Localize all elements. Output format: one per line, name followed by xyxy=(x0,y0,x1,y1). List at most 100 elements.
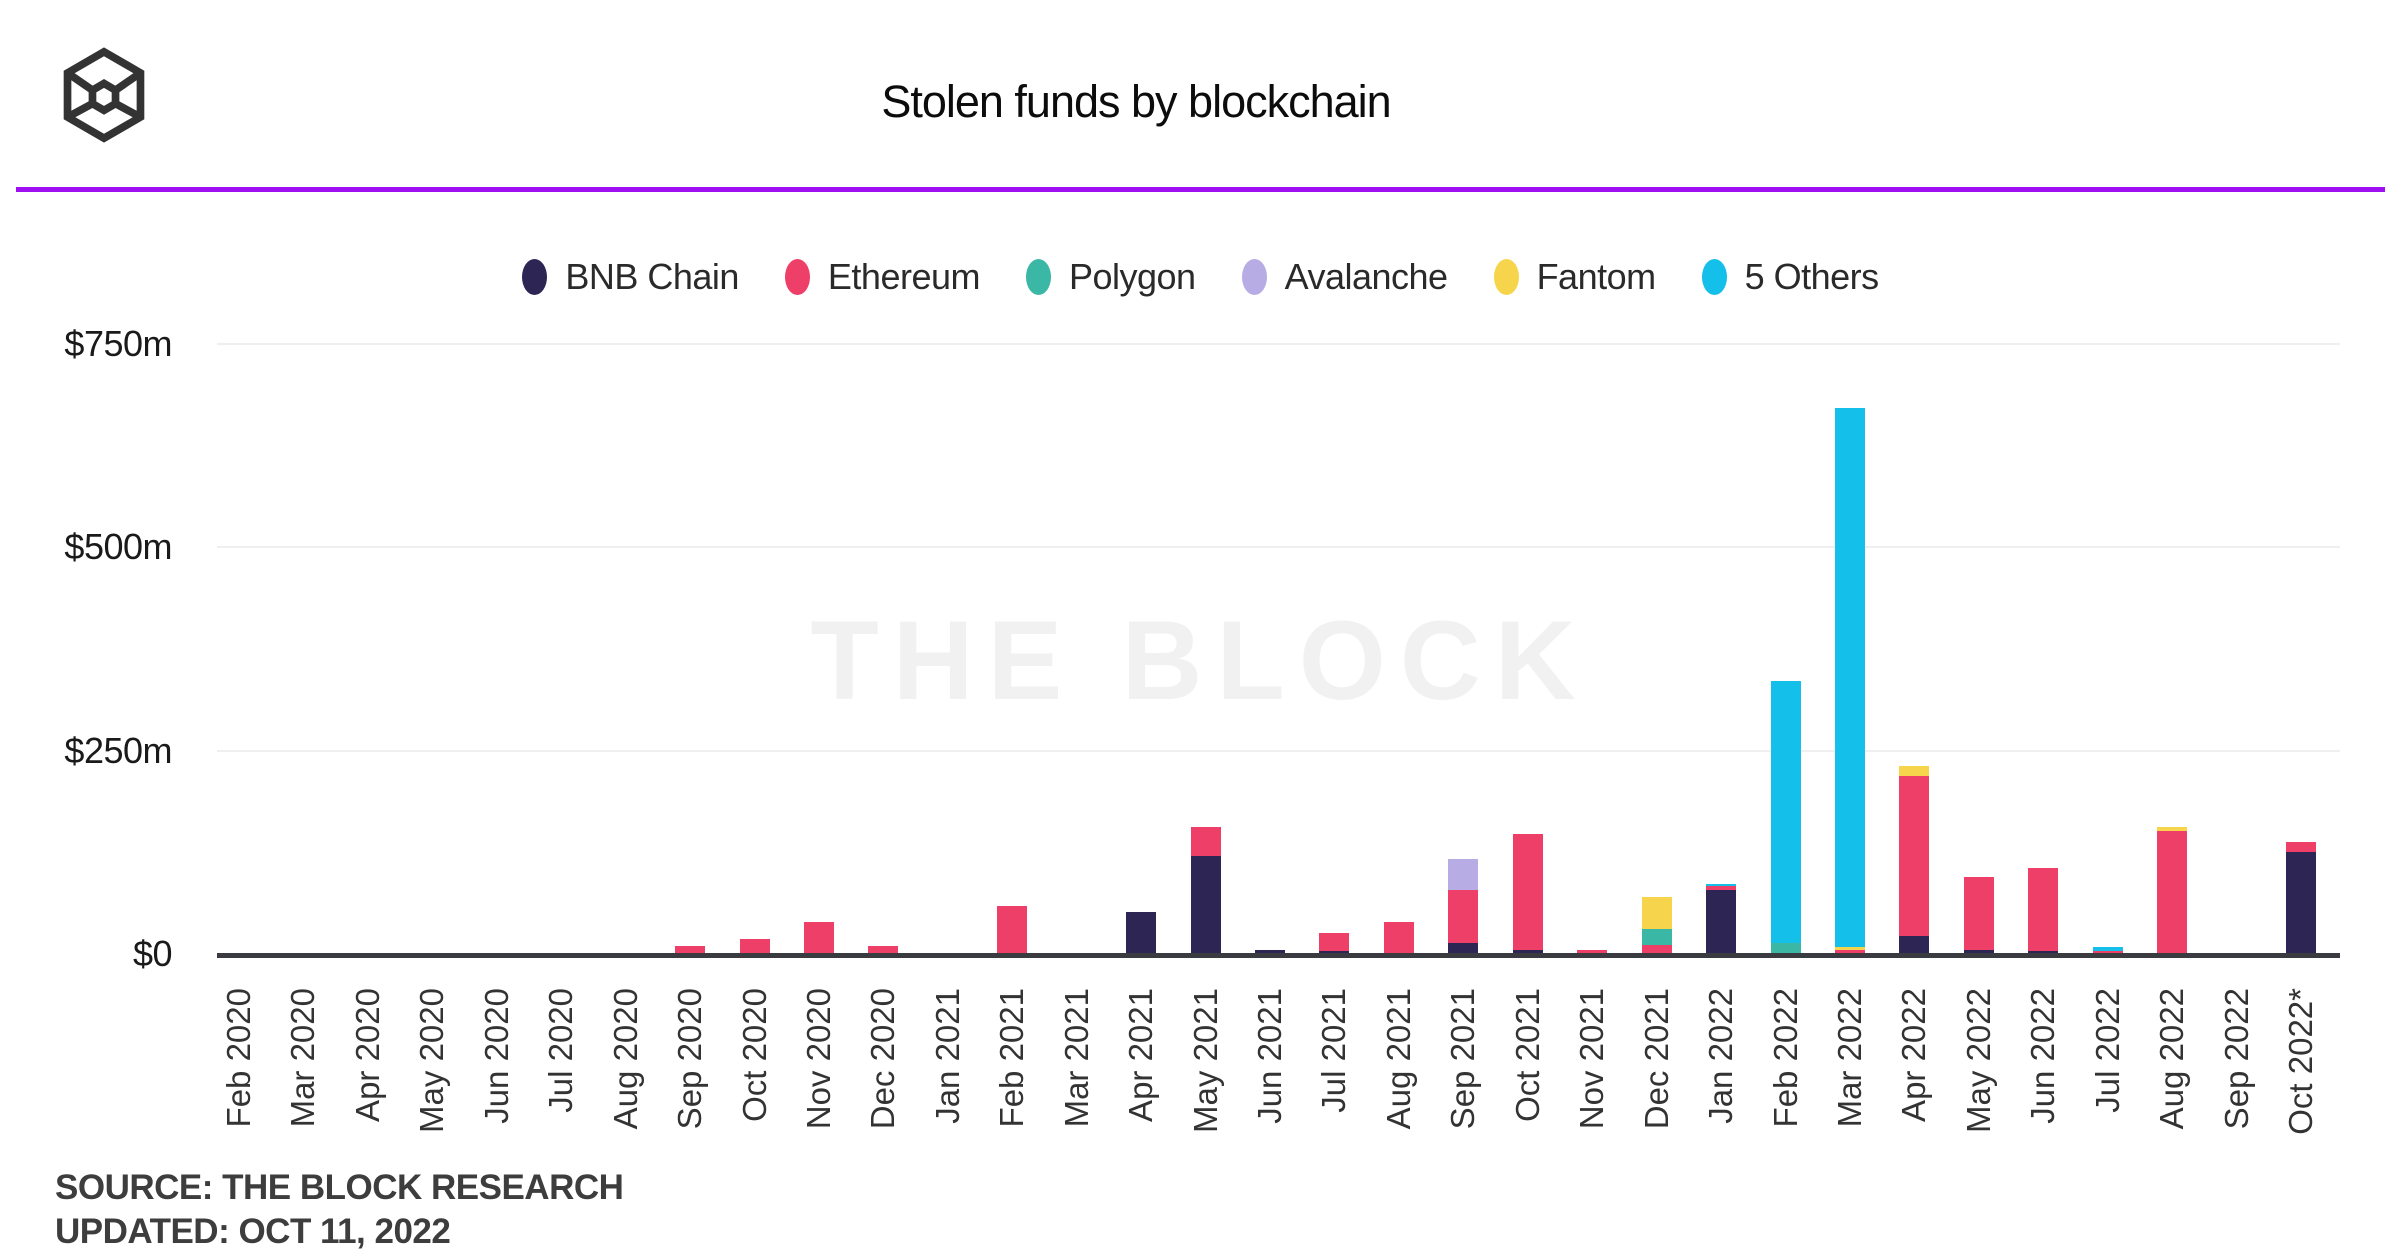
bar-jul-2022[interactable] xyxy=(2092,947,2123,953)
bar-segment-fantom[interactable] xyxy=(2157,826,2188,831)
bar-may-2021[interactable] xyxy=(1190,826,1221,953)
y-axis-tick-label: $750m xyxy=(64,323,172,364)
bar-segment-ethereum[interactable] xyxy=(2286,842,2317,853)
x-axis-tick-label: Oct 2020 xyxy=(735,988,773,1122)
bar-segment-bnb-chain[interactable] xyxy=(1963,949,1994,953)
bar-segment-ethereum[interactable] xyxy=(1963,877,1994,950)
bar-segment-ethereum[interactable] xyxy=(1512,834,1543,950)
x-axis-tick-label: Aug 2020 xyxy=(606,988,644,1130)
bar-segment-5-others[interactable] xyxy=(1835,408,1865,948)
bar-segment-bnb-chain[interactable] xyxy=(1126,912,1157,953)
legend-dot-icon xyxy=(1493,259,1519,295)
bar-jun-2022[interactable] xyxy=(2028,868,2059,953)
gridline-250m xyxy=(217,749,2340,752)
legend-label: 5 Others xyxy=(1744,256,1880,297)
bar-dec-2020[interactable] xyxy=(868,946,899,953)
bar-segment-avalanche[interactable] xyxy=(1448,858,1479,891)
bar-feb-2022[interactable] xyxy=(1770,680,1801,953)
x-axis-tick-label: Mar 2021 xyxy=(1057,988,1095,1128)
bar-segment-bnb-chain[interactable] xyxy=(1512,949,1543,953)
bar-oct-2021[interactable] xyxy=(1512,834,1543,953)
bar-dec-2021[interactable] xyxy=(1641,896,1672,953)
bar-nov-2020[interactable] xyxy=(803,922,834,953)
gridline-500m xyxy=(217,546,2340,549)
bar-segment-bnb-chain[interactable] xyxy=(1319,950,1350,953)
legend-label: BNB Chain xyxy=(565,256,739,297)
bar-segment-5-others[interactable] xyxy=(1706,883,1737,887)
bar-jun-2021[interactable] xyxy=(1255,949,1286,953)
bar-segment-ethereum[interactable] xyxy=(803,922,834,953)
x-axis-tick-label: Nov 2020 xyxy=(799,988,837,1130)
legend-label: Avalanche xyxy=(1284,256,1448,297)
bar-oct-2022[interactable] xyxy=(2286,842,2317,953)
legend-dot-icon xyxy=(1701,259,1727,295)
bar-segment-5-others[interactable] xyxy=(1770,680,1801,944)
bar-segment-5-others[interactable] xyxy=(2092,947,2123,952)
bar-segment-ethereum[interactable] xyxy=(1899,776,1930,936)
source-note: SOURCE: THE BLOCK RESEARCH UPDATED: OCT … xyxy=(55,1166,624,1254)
bar-segment-ethereum[interactable] xyxy=(1835,949,1865,953)
bar-jan-2022[interactable] xyxy=(1706,883,1737,953)
x-axis-tick-label: Mar 2020 xyxy=(284,988,322,1128)
bar-aug-2022[interactable] xyxy=(2157,826,2188,953)
bar-segment-ethereum[interactable] xyxy=(1577,949,1608,953)
bar-segment-ethereum[interactable] xyxy=(2028,868,2059,951)
chart-legend: BNB Chain Ethereum Polygon Avalanche Fantom 5… xyxy=(0,256,2401,298)
x-axis-tick-label: Sep 2022 xyxy=(2217,988,2255,1130)
bar-aug-2021[interactable] xyxy=(1383,922,1414,953)
page-title: Stolen funds by blockchain xyxy=(881,76,1391,127)
x-axis-tick-label: Jan 2021 xyxy=(928,988,966,1124)
bar-segment-polygon[interactable] xyxy=(1770,943,1801,953)
gridline-750m xyxy=(217,343,2340,345)
bar-segment-fantom[interactable] xyxy=(1899,765,1930,777)
bar-segment-ethereum[interactable] xyxy=(1448,890,1479,944)
bar-jul-2021[interactable] xyxy=(1319,932,1350,953)
x-axis-tick-label: Mar 2022 xyxy=(1831,988,1868,1128)
legend-item-fantom[interactable]: Fantom xyxy=(1493,256,1657,298)
bar-nov-2021[interactable] xyxy=(1577,949,1608,953)
bar-segment-bnb-chain[interactable] xyxy=(1448,943,1479,953)
bar-segment-ethereum[interactable] xyxy=(1641,944,1672,953)
bar-segment-ethereum[interactable] xyxy=(1383,922,1414,953)
bar-apr-2022[interactable] xyxy=(1899,765,1930,953)
bar-segment-ethereum[interactable] xyxy=(2092,951,2123,953)
bar-segment-bnb-chain[interactable] xyxy=(2286,852,2317,953)
updated-line: UPDATED: OCT 11, 2022 xyxy=(55,1212,451,1251)
x-axis-tick-label: Jan 2022 xyxy=(1702,988,1740,1124)
bar-segment-bnb-chain[interactable] xyxy=(1190,856,1221,953)
bar-segment-bnb-chain[interactable] xyxy=(1706,890,1737,953)
bar-segment-fantom[interactable] xyxy=(1835,947,1865,950)
bar-segment-ethereum[interactable] xyxy=(868,946,899,953)
source-line: SOURCE: THE BLOCK RESEARCH xyxy=(55,1168,624,1207)
legend-dot-icon xyxy=(1241,259,1267,295)
bar-segment-bnb-chain[interactable] xyxy=(1255,949,1286,953)
legend-item-5-others[interactable]: 5 Others xyxy=(1701,256,1880,298)
legend-item-bnb-chain[interactable]: BNB Chain xyxy=(522,256,739,298)
bar-segment-ethereum[interactable] xyxy=(1706,886,1737,891)
bar-sep-2021[interactable] xyxy=(1448,858,1479,953)
bar-segment-ethereum[interactable] xyxy=(675,946,706,953)
bar-oct-2020[interactable] xyxy=(739,939,770,953)
the-block-logo-icon xyxy=(63,47,145,143)
x-axis-tick-label: May 2022 xyxy=(1959,988,1997,1133)
x-axis-tick-label: Dec 2020 xyxy=(864,988,902,1130)
legend-item-avalanche[interactable]: Avalanche xyxy=(1241,256,1448,298)
bar-mar-2022[interactable] xyxy=(1835,408,1865,953)
legend-item-polygon[interactable]: Polygon xyxy=(1025,256,1196,298)
bar-segment-polygon[interactable] xyxy=(1641,929,1672,945)
x-axis-tick-label: Jul 2022 xyxy=(2088,988,2126,1113)
bar-segment-bnb-chain[interactable] xyxy=(2028,950,2059,953)
bar-sep-2020[interactable] xyxy=(675,946,706,953)
bar-segment-ethereum[interactable] xyxy=(2157,830,2188,953)
bar-segment-ethereum[interactable] xyxy=(1190,826,1221,857)
bar-segment-ethereum[interactable] xyxy=(997,905,1028,953)
legend-item-ethereum[interactable]: Ethereum xyxy=(784,256,980,298)
legend-label: Fantom xyxy=(1536,256,1657,297)
bar-feb-2021[interactable] xyxy=(997,905,1028,953)
bar-segment-fantom[interactable] xyxy=(1641,896,1672,930)
bar-segment-ethereum[interactable] xyxy=(739,939,770,953)
bar-segment-bnb-chain[interactable] xyxy=(1899,935,1930,953)
bar-may-2022[interactable] xyxy=(1963,877,1994,953)
bar-segment-ethereum[interactable] xyxy=(1319,932,1350,951)
bar-apr-2021[interactable] xyxy=(1126,912,1157,953)
